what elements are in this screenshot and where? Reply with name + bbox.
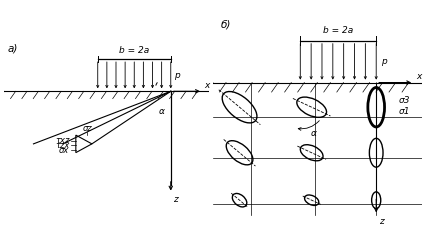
Text: z: z: [379, 217, 383, 226]
Text: b = 2a: b = 2a: [323, 26, 354, 35]
Text: b = 2a: b = 2a: [119, 46, 150, 55]
Text: τxz: τxz: [55, 136, 69, 145]
Text: τzx: τzx: [55, 141, 69, 150]
Text: α: α: [159, 107, 165, 116]
Text: σz: σz: [82, 124, 92, 133]
Text: σ3: σ3: [399, 96, 411, 105]
Text: p: p: [174, 71, 180, 80]
Text: σ1: σ1: [399, 107, 411, 115]
Text: z: z: [173, 195, 178, 204]
Text: x: x: [204, 81, 210, 90]
Text: σx: σx: [59, 146, 69, 154]
Text: p: p: [381, 57, 386, 66]
Text: б): б): [221, 20, 231, 30]
Text: α: α: [311, 129, 317, 138]
Text: a): a): [7, 43, 17, 53]
Text: x: x: [416, 72, 421, 81]
